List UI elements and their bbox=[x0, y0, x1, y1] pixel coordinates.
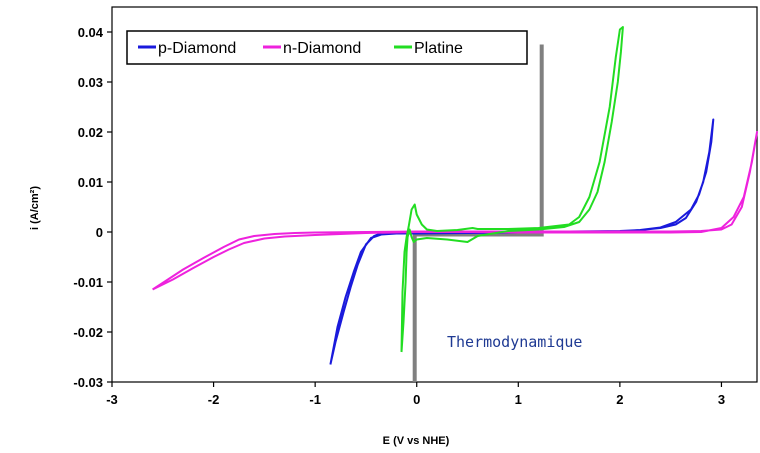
y-tick-label: 0.03 bbox=[78, 75, 103, 90]
x-axis-title: E (V vs NHE) bbox=[383, 435, 450, 447]
y-tick-label: -0.01 bbox=[73, 275, 103, 290]
y-tick-label: -0.02 bbox=[73, 325, 103, 340]
y-tick-label: 0.04 bbox=[78, 25, 104, 40]
thermodynamic-window-layer bbox=[412, 44, 544, 382]
thermodynamic-window-line bbox=[412, 44, 544, 382]
y-tick-label: 0.01 bbox=[78, 175, 103, 190]
y-axis-title: i (A/cm²) bbox=[29, 186, 41, 230]
legend: p-Diamond n-Diamond Platine bbox=[126, 30, 528, 65]
axes-layer: -3 -2 -1 0 1 2 3 -0.03 -0.02 -0.01 0 0.01 0.02 0.03 0.… bbox=[73, 25, 725, 407]
series-line-platine bbox=[400, 26, 624, 353]
legend-box bbox=[126, 30, 528, 65]
x-tick-label: 2 bbox=[616, 392, 623, 407]
series-line-n-diamond bbox=[152, 131, 758, 291]
legend-entry-n-diamond: n-Diamond bbox=[283, 40, 361, 57]
x-tick-label: 0 bbox=[413, 392, 420, 407]
legend-entry-p-diamond: p-Diamond bbox=[158, 40, 236, 57]
plot-area bbox=[111, 6, 758, 383]
x-tick-label: -1 bbox=[309, 392, 321, 407]
y-tick-label: -0.03 bbox=[73, 375, 103, 390]
x-tick-label: -3 bbox=[106, 392, 118, 407]
x-tick-label: 1 bbox=[515, 392, 522, 407]
legend-entry-platine: Platine bbox=[414, 40, 463, 57]
y-tick-label: 0 bbox=[96, 225, 103, 240]
series-layer bbox=[152, 26, 758, 365]
plot-frame bbox=[111, 6, 758, 383]
x-tick-label: -2 bbox=[208, 392, 220, 407]
annotation-thermodynamique: Thermodynamique bbox=[447, 333, 582, 351]
x-tick-label: 3 bbox=[718, 392, 725, 407]
y-tick-label: 0.02 bbox=[78, 125, 103, 140]
